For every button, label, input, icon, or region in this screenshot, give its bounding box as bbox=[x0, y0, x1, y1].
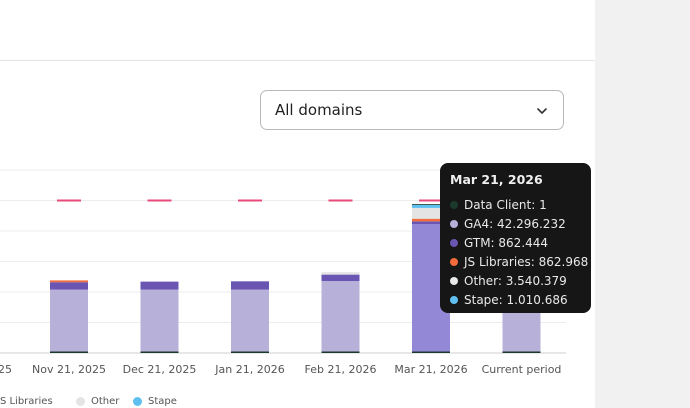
bar-segment-gtm bbox=[412, 221, 450, 224]
chevron-down-icon bbox=[537, 108, 547, 114]
bar-segment-js-libraries bbox=[50, 280, 88, 283]
x-tick-label: Feb 21, 2026 bbox=[305, 363, 377, 376]
domain-select[interactable]: All domains bbox=[260, 90, 564, 130]
series-dot-icon bbox=[450, 238, 458, 247]
domain-select-value: All domains bbox=[275, 101, 363, 119]
tooltip-row-label: Other: 3.540.379 bbox=[464, 273, 567, 288]
tooltip-row-label: Stape: 1.010.686 bbox=[464, 292, 568, 307]
header-divider bbox=[0, 60, 595, 61]
bar-segment-other bbox=[412, 207, 450, 219]
bar-segment-ga4 bbox=[321, 281, 360, 353]
tooltip-row-label: Data Client: 1 bbox=[464, 197, 547, 212]
tooltip-row-label: JS Libraries: 862.968 bbox=[464, 254, 589, 269]
x-tick-label: Mar 21, 2026 bbox=[394, 363, 467, 376]
tooltip-row: GTM: 862.444 bbox=[450, 233, 581, 252]
x-tick-label: Jan 21, 2026 bbox=[214, 363, 284, 376]
bar-segment-ga4 bbox=[50, 289, 88, 353]
x-tick-label: Nov 21, 2025 bbox=[32, 363, 106, 376]
bar-segment-ga4 bbox=[231, 289, 269, 353]
legend-item[interactable]: JS Libraries bbox=[0, 396, 53, 407]
x-tick-label: Dec 21, 2025 bbox=[123, 363, 197, 376]
bar-segment-other bbox=[321, 272, 360, 275]
tooltip-row-label: GA4: 42.296.232 bbox=[464, 216, 566, 231]
tooltip-row: JS Libraries: 862.968 bbox=[450, 252, 588, 271]
bar-baseline bbox=[321, 351, 360, 353]
side-panel bbox=[595, 0, 690, 408]
series-dot-icon bbox=[450, 276, 458, 285]
tooltip-row: Data Client: 1 bbox=[450, 195, 581, 214]
series-dot-icon bbox=[450, 295, 458, 304]
bar-segment-gtm bbox=[321, 274, 360, 282]
tooltip-row: Other: 3.540.379 bbox=[450, 271, 581, 290]
legend-label: JS Libraries bbox=[0, 396, 53, 407]
tooltip-row: Stape: 1.010.686 bbox=[450, 290, 581, 309]
x-tick-label: 25 bbox=[0, 363, 12, 376]
series-dot-icon bbox=[450, 200, 458, 209]
tooltip-row: GA4: 42.296.232 bbox=[450, 214, 581, 233]
tooltip-title: Mar 21, 2026 bbox=[450, 172, 543, 187]
bar-baseline bbox=[231, 351, 269, 353]
series-dot-icon bbox=[450, 219, 458, 228]
bar-segment-gtm bbox=[50, 282, 88, 290]
bar-baseline bbox=[140, 351, 179, 353]
x-tick-label: Current period bbox=[482, 363, 562, 376]
bar-segment-js-libraries bbox=[412, 218, 450, 222]
tooltip-row-label: GTM: 862.444 bbox=[464, 235, 549, 250]
bar-segment-stape bbox=[412, 204, 450, 208]
bar-baseline bbox=[50, 351, 88, 353]
legend-dot-icon bbox=[133, 397, 142, 406]
bar-baseline bbox=[502, 351, 541, 353]
bar-segment-data-client bbox=[412, 204, 450, 205]
chart-tooltip: Mar 21, 2026 Data Client: 1 GA4: 42.296.2… bbox=[440, 163, 591, 313]
bar-segment-gtm bbox=[140, 281, 179, 290]
bar-baseline bbox=[412, 351, 450, 353]
legend-item[interactable]: Stape bbox=[133, 396, 177, 407]
bar-segment-ga4 bbox=[502, 310, 541, 353]
legend-dot-icon bbox=[76, 397, 85, 406]
legend-label: Other bbox=[91, 396, 120, 407]
bar-segment-ga4 bbox=[140, 289, 179, 353]
legend-label: Stape bbox=[148, 396, 177, 407]
series-dot-icon bbox=[450, 257, 458, 266]
legend-item[interactable]: Other bbox=[76, 396, 119, 407]
bar-segment-gtm bbox=[231, 281, 269, 290]
